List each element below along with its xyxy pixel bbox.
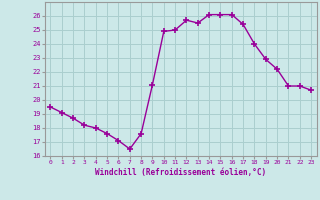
X-axis label: Windchill (Refroidissement éolien,°C): Windchill (Refroidissement éolien,°C) — [95, 168, 266, 177]
